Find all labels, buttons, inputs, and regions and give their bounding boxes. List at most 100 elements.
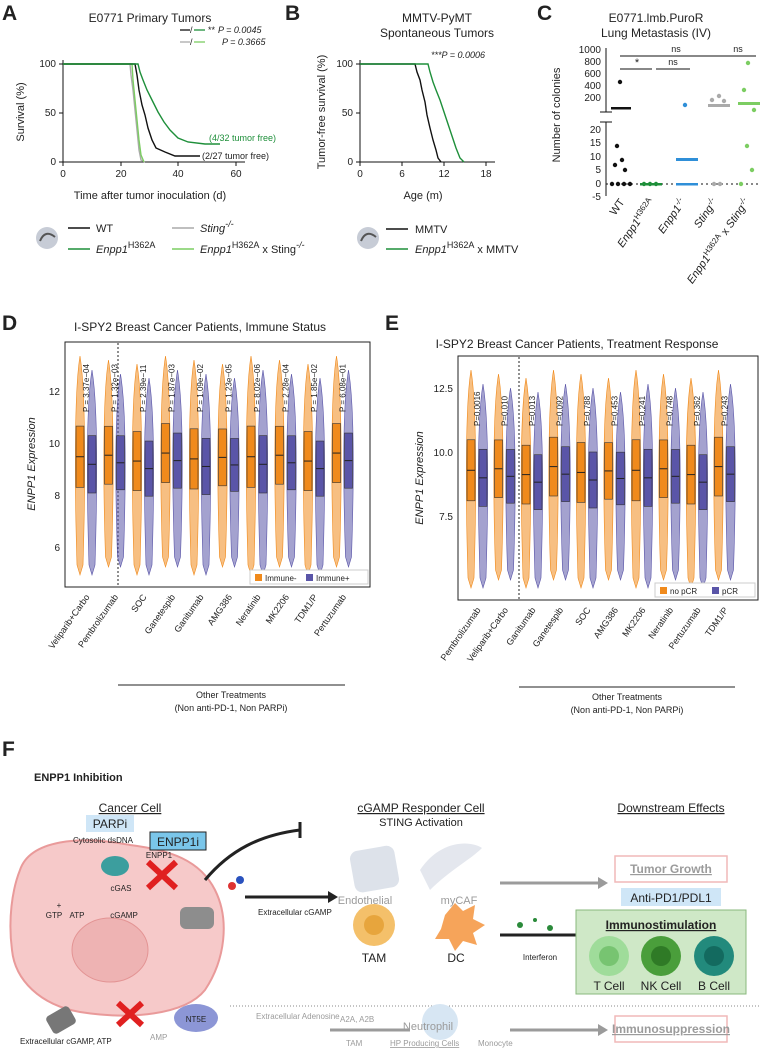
svg-text:20: 20 <box>590 125 602 136</box>
svg-text:Cytosolic dsDNA: Cytosolic dsDNA <box>73 836 134 845</box>
panel-c-title2: Lung Metastasis (IV) <box>601 26 711 40</box>
panel-b-stat: ***P = 0.0006 <box>431 50 485 60</box>
svg-text:Cancer Cell: Cancer Cell <box>99 801 162 815</box>
p-value-label: P=0.453 <box>611 395 620 426</box>
svg-text:Other Treatments: Other Treatments <box>196 690 267 700</box>
svg-text:10: 10 <box>49 439 61 450</box>
p-value-label: P=0.243 <box>721 395 730 426</box>
panel-a-ylabel: Survival (%) <box>15 82 27 141</box>
panel-e-letter: E <box>385 312 399 335</box>
panel-a-legend: WT Sting-/- Enpp1H362A Enpp1H362A x Stin… <box>36 219 305 256</box>
panel-c-sig: * ns ns ns <box>620 44 756 70</box>
treatment-label: SOC <box>573 605 593 627</box>
svg-text:ENPP1 Inhibition: ENPP1 Inhibition <box>34 772 123 784</box>
svg-text:6: 6 <box>54 543 60 554</box>
p-value-label: P = 6.08e−01 <box>339 364 348 412</box>
p-value-label: P = 8.02e−06 <box>253 364 262 412</box>
svg-text:myCAF: myCAF <box>441 895 478 907</box>
panel-b-legend: MMTV Enpp1H362A x MMTV <box>357 224 519 256</box>
treatment-label: AMG386 <box>206 592 235 627</box>
panel-d: D I-SPY2 Breast Cancer Patients, Immune … <box>2 312 371 713</box>
endothelial-cell <box>349 845 400 893</box>
svg-text:ns: ns <box>671 44 681 54</box>
curve-enpp1-mmtv <box>360 63 465 163</box>
svg-text:600: 600 <box>584 69 601 80</box>
panel-a-stat2: P = 0.3665 <box>222 37 266 47</box>
svg-text:Immunostimulation: Immunostimulation <box>606 918 717 932</box>
p-value-label: P=0.013 <box>528 395 537 426</box>
enpp1i-box <box>149 831 207 851</box>
svg-text:Tumor Growth: Tumor Growth <box>630 862 712 876</box>
curve-enpp1 <box>63 63 220 145</box>
svg-text:Endothelial: Endothelial <box>338 895 392 907</box>
svg-text:Enpp1-/-: Enpp1-/- <box>654 195 688 236</box>
nucleus <box>71 917 149 983</box>
svg-text:Immune+: Immune+ <box>316 574 350 583</box>
panel-e-title: I-SPY2 Breast Cancer Patients, Treatment… <box>436 337 719 351</box>
svg-text:12.5: 12.5 <box>434 384 454 395</box>
panel-f-letter: F <box>2 738 15 761</box>
mycaf-cell <box>420 843 482 890</box>
svg-text:400: 400 <box>584 81 601 92</box>
svg-text:Sting-/-: Sting-/- <box>690 195 720 230</box>
panel-d-legend: Immune- Immune+ <box>249 569 369 585</box>
panel-a-xtick: 0 <box>60 169 66 180</box>
panel-e-legend: no pCR pCR <box>654 582 756 598</box>
svg-text:Anti-PD1/PDL1: Anti-PD1/PDL1 <box>630 891 712 905</box>
svg-text:7.5: 7.5 <box>439 512 453 523</box>
panel-d-frame <box>64 341 371 588</box>
panel-b-xtick: 18 <box>480 169 492 180</box>
treatment-label: MK2206 <box>264 592 291 625</box>
treatment-label: Neratinib <box>234 592 263 627</box>
panel-a-ytick: 50 <box>45 108 57 119</box>
parpi-box <box>86 815 134 832</box>
dc-cell <box>435 903 485 951</box>
svg-text:Monocyte: Monocyte <box>478 1039 513 1048</box>
svg-text:ENPP1 Expression: ENPP1 Expression <box>414 431 426 525</box>
svg-text:-5: -5 <box>592 192 601 203</box>
panel-b-title2: Spontaneous Tumors <box>380 26 494 40</box>
svg-text:no pCR: no pCR <box>670 587 697 596</box>
svg-text:Immunosuppression: Immunosuppression <box>612 1022 730 1036</box>
svg-text:0: 0 <box>595 179 601 190</box>
panel-a-title: E0771 Primary Tumors <box>89 11 212 25</box>
svg-text:T Cell: T Cell <box>593 979 624 993</box>
p-value-label: P = 2.28e−04 <box>282 364 291 412</box>
svg-text:15: 15 <box>590 138 602 149</box>
svg-text:8: 8 <box>54 491 60 502</box>
svg-text:5: 5 <box>595 165 601 176</box>
p-value-label: P = 2.39e−11 <box>139 364 148 412</box>
svg-text:Extracellular cGAMP, ATP: Extracellular cGAMP, ATP <box>20 1037 112 1046</box>
svg-text:WT: WT <box>608 197 628 218</box>
svg-text:Immune-: Immune- <box>265 574 297 583</box>
legend-enpp1: Enpp1H362A <box>96 240 155 256</box>
svg-text:ENPP1: ENPP1 <box>146 851 173 860</box>
panel-a-stat1-sig: ** <box>208 25 216 35</box>
panel-b-ytick: 0 <box>347 157 353 168</box>
svg-text:STING Activation: STING Activation <box>379 817 463 829</box>
svg-text:Downstream Effects: Downstream Effects <box>617 801 724 815</box>
panel-b-xtick: 12 <box>438 169 450 180</box>
panel-a-ytick: 0 <box>50 157 56 168</box>
p-value-label: P=0.092 <box>556 395 565 426</box>
svg-text:pCR: pCR <box>722 587 738 596</box>
svg-text:TAM: TAM <box>346 1039 363 1048</box>
panel-b-ytick: 50 <box>342 108 354 119</box>
legend-wt: WT <box>96 223 113 235</box>
panel-a-xtick: 40 <box>172 169 184 180</box>
svg-text:Neutrophil: Neutrophil <box>403 1021 453 1033</box>
panel-a-curves <box>63 63 220 163</box>
panel-b-title1: MMTV-PyMT <box>402 11 473 25</box>
panel-d-title: I-SPY2 Breast Cancer Patients, Immune St… <box>74 320 326 334</box>
svg-text:AMP: AMP <box>150 1033 167 1042</box>
svg-text:/: / <box>190 25 193 35</box>
treatment-label: SOC <box>129 592 149 614</box>
p-value-label: P=0.748 <box>666 395 675 426</box>
panel-a: A E0771 Primary Tumors Survival (%) 100 … <box>2 2 305 256</box>
p-value-label: P = 1.32e−03 <box>111 364 120 412</box>
panel-a-stat1: P = 0.0045 <box>218 25 262 35</box>
cgas-icon <box>101 856 129 876</box>
p-value-label: P = 1.23e−05 <box>225 364 234 412</box>
panel-c-points <box>609 60 760 187</box>
